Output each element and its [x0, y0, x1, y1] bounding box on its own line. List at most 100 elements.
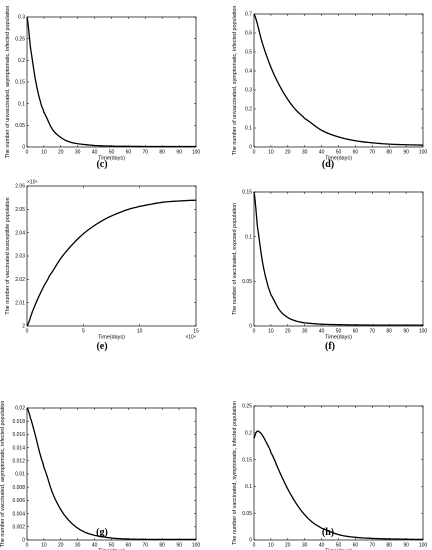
plot-frame	[26, 407, 197, 541]
x-tick-label: 40	[319, 329, 325, 335]
x-tick-label: 60	[126, 543, 132, 549]
y-tick-label: 0.15	[242, 190, 252, 196]
x-tick-label: 50	[336, 329, 342, 335]
y-axis-label: The number of vaccinated, asymptomatic, …	[0, 401, 6, 548]
y-tick-label: 0.1	[245, 126, 252, 132]
x-tick-label: 30	[302, 329, 308, 335]
y-tick-label: 0	[249, 324, 252, 330]
y-tick-label: 0.018	[12, 419, 25, 425]
x-tick-label: 70	[143, 150, 149, 156]
y-tick-label: 0.002	[12, 525, 25, 531]
plot-frame	[26, 16, 197, 148]
y-tick-label: 0.6	[245, 31, 252, 37]
plot-frame	[253, 13, 424, 148]
x-axis-label: Time(days)	[98, 549, 125, 550]
x-tick-label: 10	[268, 329, 274, 335]
x-tick-label: 20	[58, 150, 64, 156]
x-tick-label: 10	[137, 329, 143, 335]
x-tick-label: 30	[75, 543, 81, 549]
x-tick-label: 100	[419, 543, 428, 549]
x-tick-label: 20	[285, 329, 291, 335]
y-tick-label: 0.1	[245, 484, 252, 490]
x-tick-label: 30	[302, 543, 308, 549]
x-tick-label: 100	[419, 329, 428, 335]
x-tick-label: 80	[159, 543, 165, 549]
y-tick-label: 0.2	[245, 431, 252, 437]
y-axis-label: The number of unvaccinated, asymptomatic…	[5, 6, 11, 159]
x-tick-label: 40	[319, 543, 325, 549]
y-tick-label: 0	[249, 145, 252, 151]
y-tick-label: 0.016	[12, 432, 25, 438]
panel-f: 0 10 20 30 40 50 60 70 80 90 100 0 0.05 0.1 0.15 Time(d…	[232, 190, 427, 341]
x-multiplier: ×10⁴	[185, 335, 196, 341]
panel-caption: (c)	[96, 159, 108, 170]
panel-caption: (g)	[96, 527, 108, 538]
x-tick-label: 40	[92, 543, 98, 549]
series-line	[26, 199, 197, 327]
y-tick-label: 2.05	[15, 207, 25, 213]
y-tick-label: 0.5	[245, 50, 252, 56]
panel-h: 0 10 20 30 40 50 60 70 80 90 100 0 0.05 0.1 0.15 0.2 0.2…	[232, 401, 427, 550]
panel-c: 0 10 20 30 40 50 60 70 80 90 100 0 0.05 0.1 0.15 0.2 0.2…	[5, 6, 200, 162]
y-tick-label: 0.25	[15, 36, 25, 42]
x-axis-label: Time(days)	[98, 156, 125, 162]
y-tick-label: 0.05	[242, 279, 252, 285]
y-tick-label: 0.7	[245, 12, 252, 18]
x-tick-label: 20	[285, 150, 291, 156]
x-tick-label: 0	[26, 543, 29, 549]
panel-caption: (f)	[325, 341, 335, 352]
x-tick-label: 40	[92, 150, 98, 156]
x-tick-label: 0	[253, 150, 256, 156]
x-tick-label: 50	[336, 543, 342, 549]
y-tick-label: 0	[22, 538, 25, 544]
x-tick-label: 10	[41, 543, 47, 549]
series-line	[253, 13, 424, 146]
y-tick-label: 2	[22, 324, 25, 330]
y-tick-label: 0.006	[12, 498, 25, 504]
x-tick-label: 60	[353, 543, 359, 549]
x-tick-label: 10	[268, 150, 274, 156]
x-tick-label: 90	[176, 543, 182, 549]
y-axis-label: The number of vaccinated, symptomatic, i…	[232, 401, 238, 545]
x-tick-label: 60	[126, 150, 132, 156]
y-tick-label: 0.15	[15, 80, 25, 86]
y-tick-label: 0.05	[15, 123, 25, 129]
plot-frame	[253, 191, 424, 327]
x-axis-label: Time(days)	[325, 549, 352, 550]
y-tick-label: 0.1	[245, 234, 252, 240]
x-tick-label: 10	[41, 150, 47, 156]
x-tick-label: 15	[193, 329, 199, 335]
panel-caption: (d)	[321, 159, 335, 170]
series-line	[26, 16, 196, 148]
x-tick-label: 70	[143, 543, 149, 549]
plot-frame	[253, 405, 424, 541]
x-tick-label: 30	[302, 150, 308, 156]
x-tick-label: 60	[353, 150, 359, 156]
x-tick-label: 90	[403, 329, 409, 335]
panel-g: 0 10 20 30 40 50 60 70 80 90 100 0 0.002 0.004 0.006 0.…	[0, 401, 200, 550]
panel-e: 0 5 10 15 2 2.01 2.02 2.03 2.04 2.05 2.06 Time(days…	[5, 180, 199, 341]
x-tick-label: 70	[370, 543, 376, 549]
x-tick-label: 50	[336, 150, 342, 156]
panel-caption: (h)	[321, 527, 335, 538]
series-line	[253, 430, 424, 541]
y-tick-label: 0.004	[12, 511, 25, 517]
x-tick-label: 80	[386, 150, 392, 156]
y-tick-label: 0.3	[18, 15, 25, 21]
y-tick-label: 0.01	[15, 472, 25, 478]
y-tick-label: 0.1	[18, 101, 25, 107]
x-tick-label: 30	[75, 150, 81, 156]
y-axis-label: The number of vaccinated susceptible pop…	[5, 197, 11, 314]
y-tick-label: 0.25	[242, 404, 252, 410]
y-tick-label: 2.01	[15, 300, 25, 306]
x-tick-label: 20	[58, 543, 64, 549]
y-tick-label: 0	[249, 538, 252, 544]
x-tick-label: 50	[109, 150, 115, 156]
x-tick-label: 90	[403, 150, 409, 156]
y-multiplier: ×10⁴	[27, 180, 38, 186]
x-tick-label: 90	[403, 543, 409, 549]
y-tick-label: 0.3	[245, 88, 252, 94]
series-line	[253, 191, 423, 326]
